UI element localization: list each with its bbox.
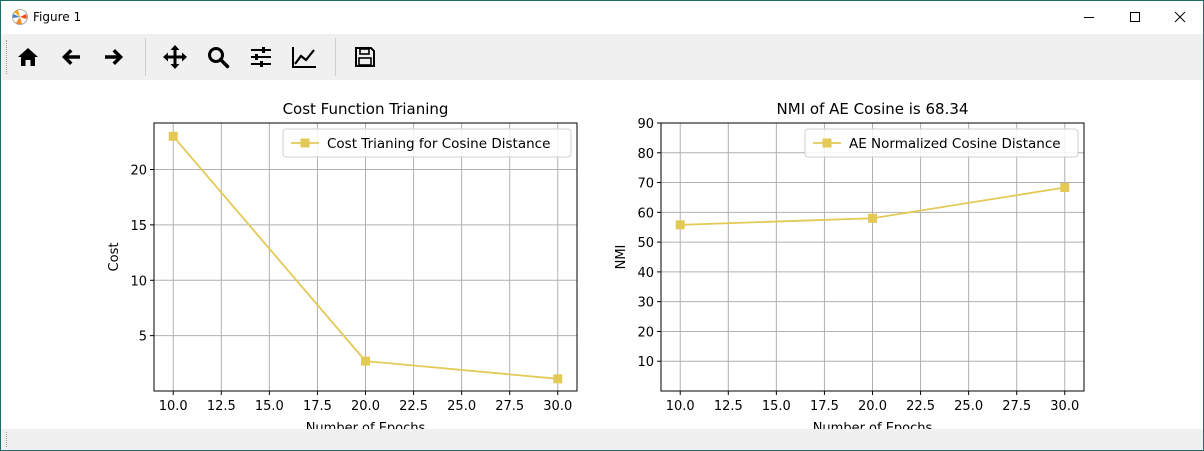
x-tick-label: 12.5 — [207, 399, 236, 414]
status-bar — [1, 429, 1203, 450]
x-tick-label: 27.5 — [495, 399, 524, 414]
legend-marker — [300, 138, 310, 148]
x-axis-label: Number of Epochs — [813, 421, 933, 429]
x-tick-label: 20.0 — [351, 399, 380, 414]
sliders-icon — [251, 47, 271, 67]
subplot-1: 10.0 12.5 15.0 17.5 20.0 22.5 25.0 27.5 30.0 5 10 1… — [107, 100, 578, 436]
y-tick-label: 30 — [637, 296, 654, 311]
x-tick-label: 25.0 — [954, 399, 983, 414]
legend-box — [282, 128, 572, 158]
legend-box — [804, 128, 1079, 158]
x-tick-label: 30.0 — [1050, 399, 1079, 414]
legend-label: AE Normalized Cosine Distance — [849, 136, 1061, 152]
data-point-marker — [675, 220, 685, 230]
x-tick-label: 25.0 — [447, 399, 476, 414]
close-icon — [1174, 11, 1186, 23]
y-tick-label: 70 — [637, 177, 654, 192]
maximize-icon — [1130, 12, 1140, 22]
arrow-left-icon — [62, 49, 80, 65]
legend-label: Cost Trianing for Cosine Distance — [327, 136, 550, 152]
forward-button[interactable] — [98, 42, 130, 72]
toolbar-separator — [335, 38, 336, 76]
save-button[interactable] — [349, 42, 381, 72]
window-title: Figure 1 — [33, 10, 82, 24]
close-button[interactable] — [1157, 1, 1203, 33]
navigation-toolbar — [1, 34, 1203, 80]
chart-title: Cost Function Trianing — [283, 100, 449, 118]
x-tick-label: 12.5 — [714, 399, 743, 414]
subplot-2: 10.0 12.5 15.0 17.5 20.0 22.5 25.0 27.5 30.0 10 20… — [614, 100, 1085, 436]
chart-title: NMI of AE Cosine is 68.34 — [777, 100, 969, 118]
y-tick-label: 90 — [637, 117, 654, 132]
data-point-marker — [1060, 182, 1070, 192]
status-grip — [6, 432, 9, 447]
y-tick-label: 10 — [130, 274, 147, 289]
legend-marker — [822, 138, 832, 148]
arrow-right-icon — [105, 49, 123, 65]
save-icon — [355, 47, 375, 67]
y-tick-label: 20 — [637, 325, 654, 340]
y-tick-label: 60 — [637, 206, 654, 221]
x-tick-label: 10.0 — [666, 399, 695, 414]
home-icon — [18, 48, 38, 66]
data-point-marker — [553, 374, 563, 384]
zoom-button[interactable] — [202, 42, 234, 72]
data-point-marker — [168, 131, 178, 141]
move-icon — [163, 45, 187, 69]
y-tick-label: 50 — [637, 236, 654, 251]
title-bar: Figure 1 — [1, 1, 1203, 33]
figure-svg: 10.0 12.5 15.0 17.5 20.0 22.5 25.0 27.5 30.05101… — [107, 100, 1085, 436]
x-tick-label: 22.5 — [399, 399, 428, 414]
x-tick-label: 17.5 — [810, 399, 839, 414]
y-axis-label: Cost — [107, 243, 122, 272]
figure-canvas[interactable]: 10.0 12.5 15.0 17.5 20.0 22.5 25.0 27.5 30.0 5 10 1… — [1, 81, 1203, 436]
x-tick-label: 17.5 — [303, 399, 332, 414]
pan-button[interactable] — [159, 42, 191, 72]
y-axis-label: NMI — [614, 245, 629, 270]
y-tick-label: 15 — [130, 219, 147, 234]
minimize-icon — [1084, 17, 1094, 18]
x-tick-label: 27.5 — [1002, 399, 1031, 414]
chart-line-icon — [292, 47, 316, 68]
x-tick-label: 15.0 — [255, 399, 284, 414]
toolbar-grip — [6, 40, 9, 74]
y-tick-label: 80 — [637, 147, 654, 162]
matplotlib-logo-icon — [12, 9, 28, 25]
legend: AE Normalized Cosine Distance — [804, 128, 1079, 158]
maximize-button[interactable] — [1112, 1, 1158, 33]
x-axis-label: Number of Epochs — [306, 421, 426, 429]
y-tick-label: 5 — [139, 330, 147, 345]
x-tick-label: 20.0 — [858, 399, 887, 414]
edit-axis-button[interactable] — [288, 42, 320, 72]
x-tick-label: 22.5 — [906, 399, 935, 414]
x-tick-label: 10.0 — [159, 399, 188, 414]
minimize-button[interactable] — [1066, 1, 1112, 33]
y-tick-label: 10 — [637, 355, 654, 370]
x-tick-label: 30.0 — [543, 399, 572, 414]
data-point-marker — [868, 213, 877, 223]
zoom-icon — [208, 47, 230, 69]
home-button[interactable] — [12, 42, 44, 72]
x-tick-label: 15.0 — [762, 399, 791, 414]
y-tick-label: 40 — [637, 266, 654, 281]
back-button[interactable] — [55, 42, 87, 72]
toolbar-separator — [145, 38, 146, 76]
configure-subplots-button[interactable] — [245, 42, 277, 72]
data-point-marker — [361, 356, 370, 366]
y-tick-label: 20 — [130, 164, 147, 179]
legend: Cost Trianing for Cosine Distance — [282, 128, 572, 158]
